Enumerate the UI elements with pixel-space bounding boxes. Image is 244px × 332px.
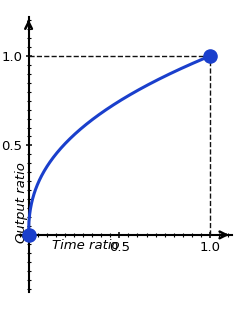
Text: Time ratio: Time ratio [52, 239, 120, 252]
Point [27, 232, 30, 238]
Point [208, 53, 212, 59]
Text: Output ratio: Output ratio [15, 162, 28, 243]
